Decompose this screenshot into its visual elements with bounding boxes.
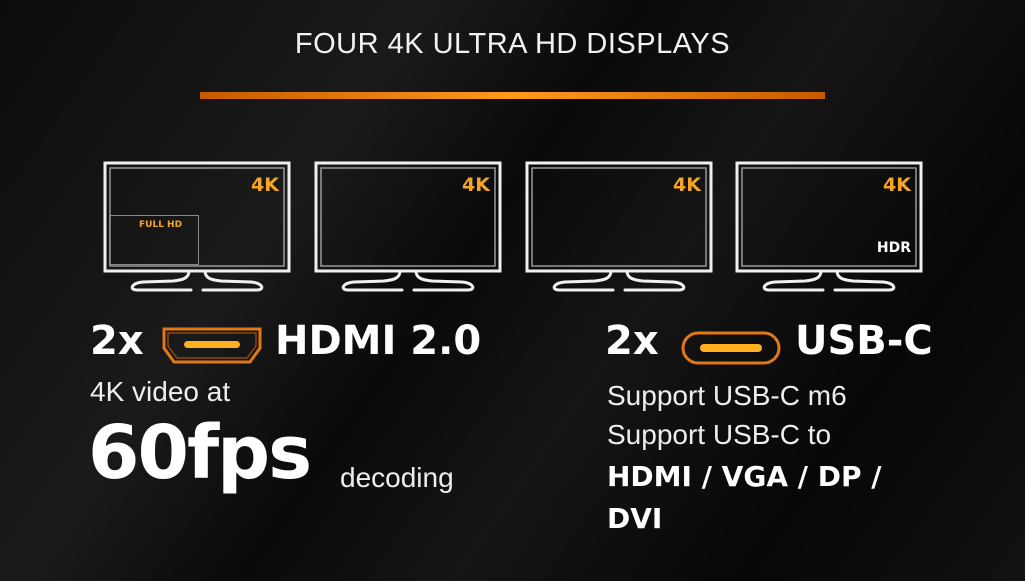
resolution-label: 4K — [883, 174, 911, 196]
decoding-text: decoding — [340, 462, 454, 493]
title-underline — [200, 92, 825, 99]
monitor-icon — [314, 161, 502, 292]
monitor-icon — [525, 161, 713, 292]
hdmi-video-text: 4K video at — [90, 376, 231, 407]
usbc-outputs-dvi: DVI — [607, 502, 663, 535]
monitor-4: 4K HDR — [735, 160, 923, 292]
full-hd-label: FULL HD — [139, 220, 183, 230]
monitor-1: FULL HD 4K — [103, 160, 291, 292]
fps-highlight: 60fps — [88, 410, 312, 496]
usbc-label: USB-C — [795, 318, 933, 364]
full-hd-region — [109, 215, 199, 265]
usbc-support-1: Support USB-C m6 — [607, 380, 847, 411]
usbc-count: 2x — [605, 318, 659, 364]
resolution-label: 4K — [251, 174, 279, 196]
monitor-2: 4K — [314, 160, 502, 292]
slide-title: FOUR 4K ULTRA HD DISPLAYS — [294, 28, 731, 60]
hdr-badge: HDR — [876, 240, 911, 256]
resolution-label: 4K — [673, 174, 701, 196]
hdmi-label: HDMI 2.0 — [275, 318, 482, 364]
monitor-3: 4K — [525, 160, 713, 292]
usb-c-port-icon — [681, 331, 781, 365]
monitor-icon — [735, 161, 923, 292]
hdmi-count: 2x — [90, 318, 144, 364]
monitor-icon — [103, 161, 291, 292]
usbc-outputs: HDMI / VGA / DP / — [607, 460, 882, 493]
usbc-support-2: Support USB-C to — [607, 419, 832, 450]
resolution-label: 4K — [462, 174, 490, 196]
hdmi-port-icon — [162, 327, 262, 364]
